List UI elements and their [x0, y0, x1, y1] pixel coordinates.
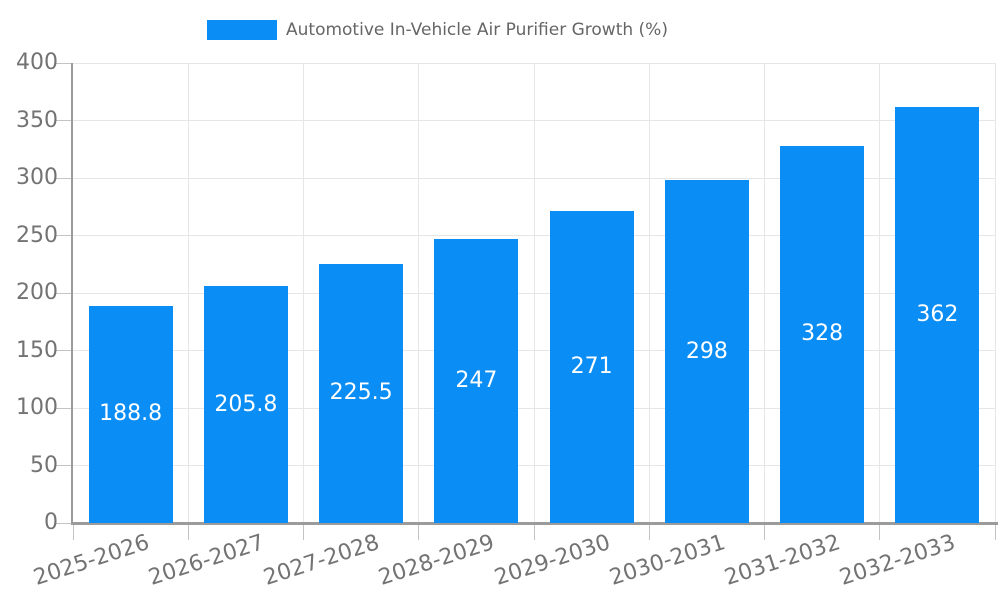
x-tick-label: 2030-2031	[606, 530, 729, 591]
bar-value-label: 205.8	[214, 391, 278, 417]
x-gridline	[879, 63, 881, 523]
y-tick-label: 400	[16, 50, 58, 75]
bar-value-label: 298	[685, 338, 728, 364]
x-tick-mark	[187, 523, 189, 540]
x-tick-label: 2031-2032	[721, 530, 844, 591]
y-tick-mark	[56, 407, 73, 409]
y-tick-mark	[56, 522, 73, 524]
y-tick-mark	[56, 62, 73, 64]
x-tick-mark	[72, 523, 74, 540]
x-tick-mark	[533, 523, 535, 540]
y-tick-label: 50	[30, 452, 58, 478]
x-gridline	[648, 63, 650, 523]
y-tick-label: 100	[16, 395, 58, 420]
bar	[319, 263, 404, 523]
legend-swatch-icon	[207, 20, 277, 40]
x-tick-mark	[303, 523, 304, 540]
y-tick-label: 0	[44, 510, 58, 535]
x-tick-label: 2025-2026	[30, 530, 153, 591]
y-axis-line	[71, 63, 73, 523]
x-tick-label: 2029-2030	[491, 530, 614, 591]
x-gridline	[994, 63, 996, 523]
bar-value-label: 188.8	[99, 401, 163, 427]
bar-value-label: 225.5	[329, 380, 393, 406]
x-tick-mark	[764, 523, 765, 540]
bar	[203, 286, 288, 523]
y-tick-mark	[56, 177, 73, 179]
bar	[549, 211, 634, 523]
bar	[434, 238, 519, 523]
bar-value-label: 271	[570, 354, 613, 380]
y-tick-label: 300	[16, 165, 58, 190]
legend-label: Automotive In-Vehicle Air Purifier Growt…	[286, 20, 668, 40]
bar	[895, 106, 980, 523]
x-gridline	[533, 63, 535, 523]
x-tick-mark	[418, 523, 420, 540]
legend[interactable]: Automotive In-Vehicle Air Purifier Growt…	[207, 20, 668, 40]
x-tick-mark	[994, 523, 996, 540]
x-gridline	[764, 63, 765, 523]
bar-value-label: 328	[801, 321, 844, 347]
y-tick-mark	[56, 120, 73, 121]
x-tick-label: 2026-2027	[145, 530, 268, 591]
x-tick-label: 2032-2033	[837, 530, 959, 591]
bar	[780, 145, 865, 523]
y-tick-mark	[56, 235, 73, 236]
x-gridline	[303, 63, 304, 523]
y-tick-label: 200	[16, 280, 58, 305]
y-tick-label: 350	[16, 107, 58, 133]
bar-value-label: 362	[916, 301, 959, 327]
y-tick-mark	[56, 465, 73, 466]
y-tick-label: 250	[16, 222, 58, 248]
x-tick-label: 2028-2029	[376, 530, 498, 591]
x-gridline	[187, 63, 189, 523]
y-tick-mark	[56, 292, 73, 294]
x-tick-mark	[879, 523, 881, 540]
bar	[664, 180, 749, 523]
x-tick-mark	[648, 523, 650, 540]
y-tick-mark	[56, 350, 73, 351]
x-tick-label: 2027-2028	[260, 530, 383, 591]
y-tick-label: 150	[16, 337, 58, 363]
bar	[88, 305, 173, 523]
x-gridline	[418, 63, 420, 523]
x-axis-line	[71, 522, 998, 525]
bar-value-label: 247	[455, 367, 498, 393]
